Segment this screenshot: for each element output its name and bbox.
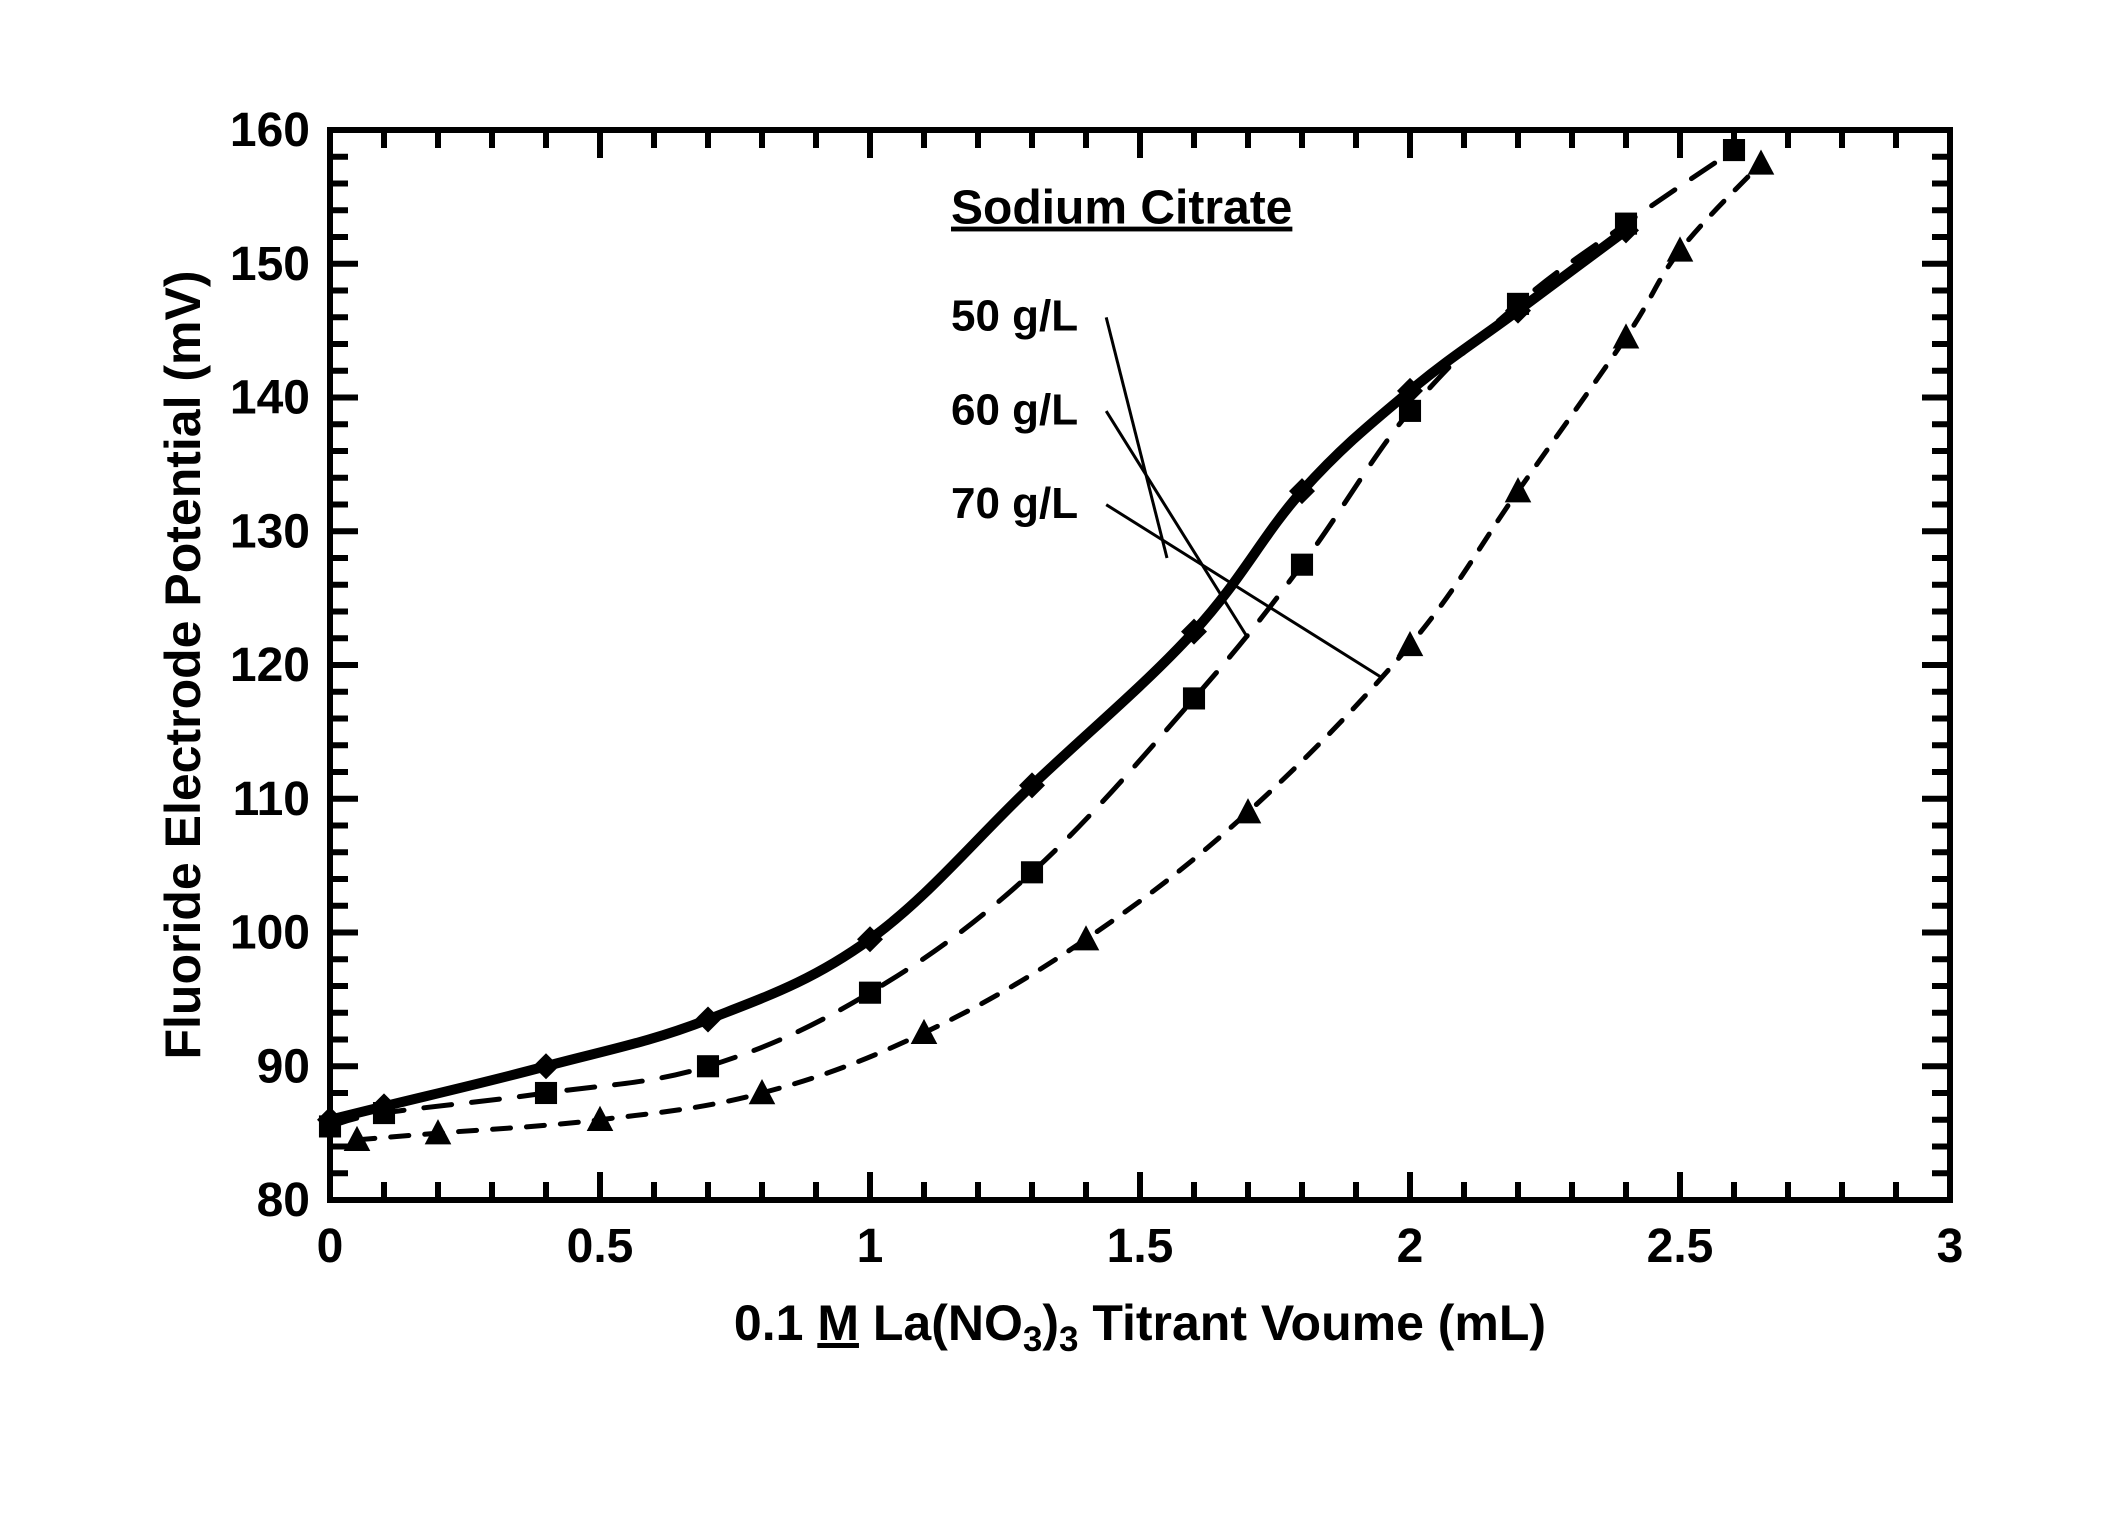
series-marker-60-g/L [1183, 687, 1205, 709]
y-tick-label: 120 [230, 639, 310, 692]
x-tick-label: 2.5 [1647, 1220, 1714, 1273]
y-tick-label: 150 [230, 238, 310, 291]
series-marker-60-g/L [1723, 139, 1745, 161]
series-marker-60-g/L [1399, 400, 1421, 422]
x-tick-label: 0.5 [567, 1220, 634, 1273]
series-marker-60-g/L [1021, 861, 1043, 883]
series-marker-60-g/L [1615, 213, 1637, 235]
x-tick-label: 1 [857, 1220, 884, 1273]
series-marker-60-g/L [1291, 554, 1313, 576]
series-marker-60-g/L [535, 1082, 557, 1104]
x-tick-label: 3 [1937, 1220, 1964, 1273]
series-marker-60-g/L [373, 1102, 395, 1124]
x-tick-label: 2 [1397, 1220, 1424, 1273]
titration-chart: 0 0.5 1 1.5 2 2.5 3 80 90 100 110 120 130 140 150 160 Fl… [0, 0, 2109, 1522]
legend-entry-0: 50 g/L [951, 292, 1078, 341]
y-tick-label: 140 [230, 372, 310, 425]
y-tick-label: 110 [233, 773, 310, 826]
y-tick-label: 100 [230, 907, 310, 960]
x-tick-label: 0 [317, 1220, 344, 1273]
x-axis-label: 0.1 M La(NO3)3 Titrant Voume (mL) [734, 1295, 1546, 1359]
series-marker-60-g/L [859, 982, 881, 1004]
legend-entry-1: 60 g/L [951, 385, 1078, 434]
x-tick-label: 1.5 [1107, 1220, 1174, 1273]
series-marker-60-g/L [319, 1115, 341, 1137]
y-tick-label: 90 [257, 1040, 310, 1093]
legend-entry-2: 70 g/L [951, 479, 1078, 528]
y-tick-label: 160 [230, 104, 310, 157]
legend-title: Sodium Citrate [951, 182, 1292, 235]
y-axis-label: Fluoride Electrode Potential (mV) [155, 271, 211, 1060]
y-tick-label: 80 [257, 1174, 310, 1227]
series-marker-60-g/L [1507, 293, 1529, 315]
series-marker-60-g/L [697, 1055, 719, 1077]
y-tick-label: 130 [230, 505, 310, 558]
chart-container: 0 0.5 1 1.5 2 2.5 3 80 90 100 110 120 130 140 150 160 Fl… [0, 0, 2109, 1522]
